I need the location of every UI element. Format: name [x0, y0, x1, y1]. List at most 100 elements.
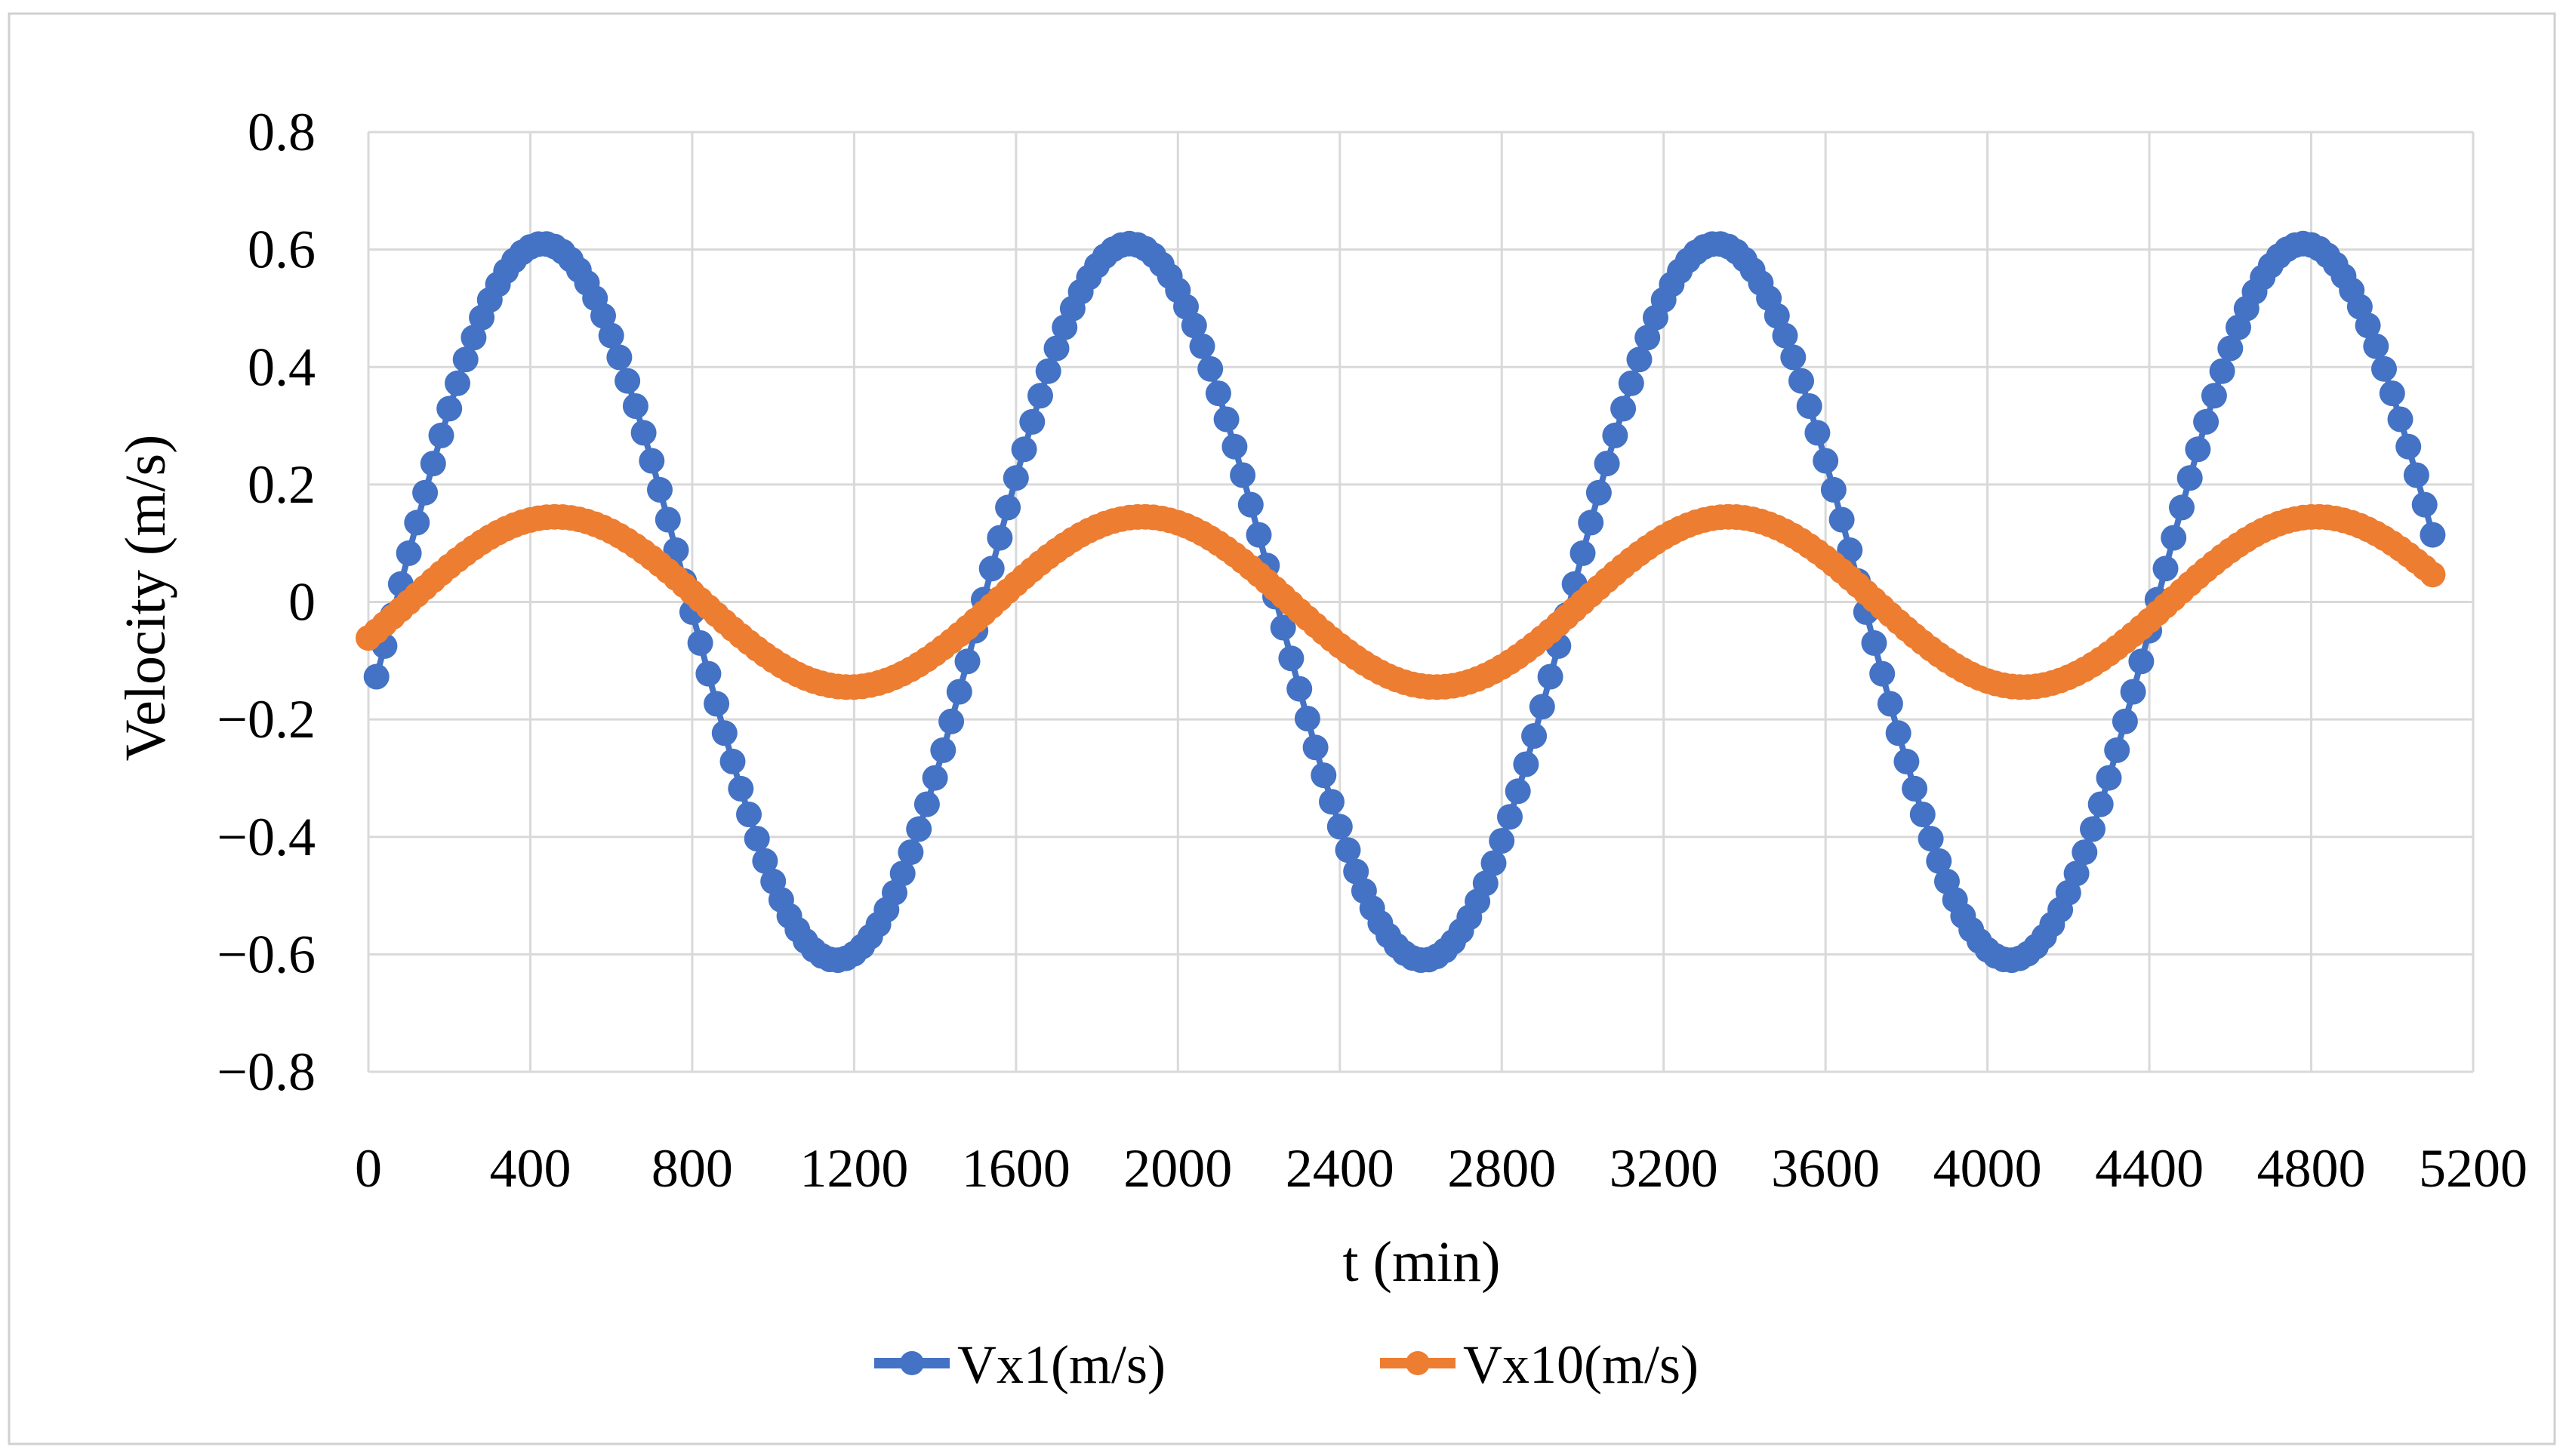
data-point — [1343, 858, 1369, 885]
data-point — [1618, 370, 1644, 396]
data-point — [2209, 358, 2235, 384]
x-tick-label: 800 — [652, 1138, 733, 1199]
data-point — [461, 325, 487, 351]
data-point — [1796, 393, 1822, 419]
data-point — [719, 748, 746, 774]
data-point — [590, 303, 616, 329]
data-point — [2096, 765, 2122, 791]
data-point — [1302, 734, 1329, 761]
data-point — [1626, 346, 1653, 373]
data-point — [882, 879, 907, 906]
data-point — [2176, 465, 2203, 491]
data-point — [630, 420, 657, 446]
data-point — [1237, 491, 1264, 518]
data-point — [1861, 629, 1887, 656]
data-point — [2193, 408, 2219, 435]
data-point — [2104, 737, 2130, 763]
data-point — [1489, 828, 1515, 854]
data-point — [615, 368, 641, 394]
data-point — [1602, 422, 1628, 448]
data-point — [704, 691, 730, 717]
data-point — [2169, 494, 2195, 521]
data-point — [2420, 522, 2446, 548]
data-point — [1828, 506, 1855, 533]
data-point — [954, 648, 981, 675]
y-tick-label: −0.4 — [217, 807, 316, 867]
x-tick-label: 5200 — [2419, 1138, 2527, 1199]
y-tick-labels: 0.8 0.6 0.4 0.2 0 −0.2 −0.4 −0.6 −0.8 — [217, 102, 316, 1102]
data-point — [978, 556, 1005, 582]
data-point — [428, 422, 454, 448]
data-point — [1043, 335, 1070, 362]
data-point — [1003, 465, 1029, 491]
data-point — [1205, 380, 1231, 407]
data-point — [889, 860, 916, 887]
x-tick-label: 0 — [355, 1138, 382, 1199]
data-point — [1893, 748, 1920, 774]
legend[interactable]: Vx1(m/s) Vx10(m/s) — [874, 1334, 1699, 1395]
data-point — [946, 679, 972, 705]
data-point — [2112, 708, 2138, 734]
data-point — [2395, 433, 2422, 460]
data-point — [1335, 837, 1361, 863]
data-point — [1804, 420, 1831, 446]
y-axis-title: Velocity (m/s) — [114, 435, 177, 762]
legend-marker-vx10 — [1406, 1351, 1430, 1375]
data-point — [1213, 406, 1240, 432]
legend-marker-vx1 — [900, 1351, 924, 1375]
data-point — [2080, 816, 2105, 842]
data-point — [938, 708, 965, 734]
y-tick-label: −0.2 — [217, 689, 316, 750]
x-tick-label: 4800 — [2257, 1138, 2366, 1199]
data-point — [1780, 344, 1807, 371]
y-tick-label: −0.8 — [217, 1042, 316, 1102]
data-point — [752, 848, 778, 874]
data-point — [1813, 448, 1839, 474]
data-point — [2201, 383, 2227, 409]
data-point — [1294, 706, 1320, 731]
data-point — [1181, 312, 1207, 339]
legend-item-vx1[interactable]: Vx1(m/s) — [874, 1334, 1166, 1395]
data-point — [995, 494, 1021, 521]
data-point — [2403, 462, 2429, 488]
x-tick-labels: 0 400 800 1200 1600 2000 2400 2800 3200 3600 4000 4… — [355, 1138, 2527, 1199]
data-point — [2420, 562, 2446, 588]
data-point — [1772, 322, 1798, 349]
data-point — [1035, 358, 1061, 384]
data-point — [2087, 791, 2114, 817]
data-point — [1788, 368, 1814, 394]
data-point — [2355, 312, 2381, 339]
x-tick-label: 1200 — [799, 1138, 908, 1199]
data-point — [412, 479, 439, 506]
series-vx10 — [356, 503, 2446, 700]
data-point — [1918, 826, 1944, 852]
data-point — [1505, 778, 1531, 805]
data-point — [1278, 645, 1305, 672]
data-point — [930, 737, 956, 763]
data-point — [1537, 663, 1563, 690]
data-point — [1926, 848, 1952, 874]
data-point — [1764, 303, 1790, 329]
data-point — [1513, 751, 1539, 777]
data-point — [913, 791, 940, 817]
data-point — [420, 451, 446, 477]
data-point — [1189, 333, 1215, 359]
data-point — [1019, 408, 1046, 435]
data-point — [1521, 723, 1548, 749]
data-point — [1230, 462, 1256, 488]
data-point — [2072, 839, 2098, 866]
x-tick-label: 4400 — [2095, 1138, 2204, 1199]
data-point — [1480, 850, 1507, 876]
data-point — [445, 370, 470, 396]
x-tick-label: 2400 — [1286, 1138, 1394, 1199]
y-tick-label: 0.2 — [248, 454, 316, 515]
x-tick-label: 2000 — [1123, 1138, 1232, 1199]
legend-item-vx10[interactable]: Vx10(m/s) — [1380, 1334, 1699, 1395]
data-point — [1472, 870, 1499, 897]
legend-label-vx1: Vx1(m/s) — [957, 1334, 1166, 1395]
data-point — [1909, 802, 1936, 827]
data-point — [598, 322, 624, 349]
x-tick-label: 3600 — [1771, 1138, 1880, 1199]
legend-label-vx10: Vx10(m/s) — [1463, 1334, 1699, 1395]
